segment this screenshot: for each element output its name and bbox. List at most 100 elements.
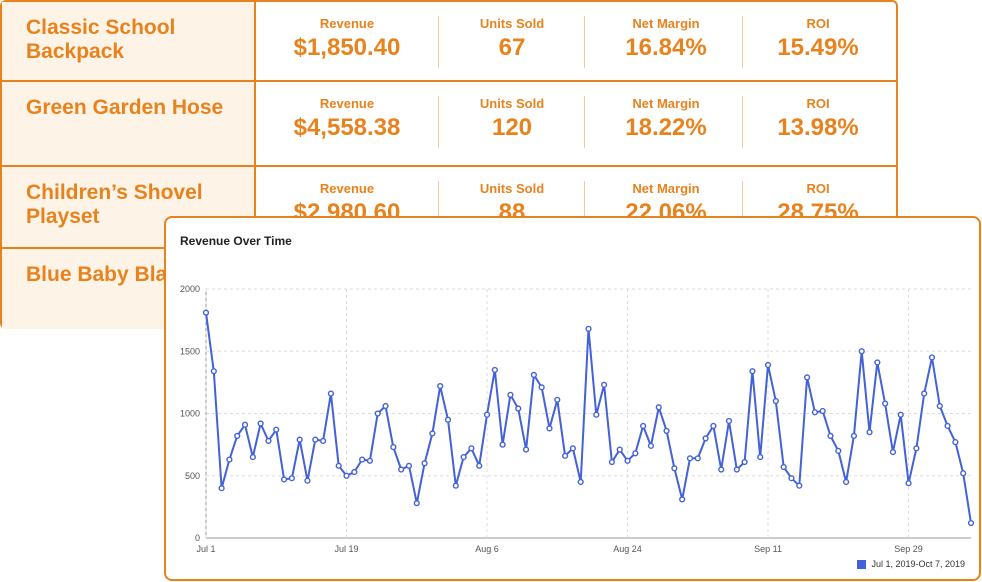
metric-cell: Revenue $4,558.38 xyxy=(267,82,427,165)
data-point xyxy=(967,519,975,527)
data-point xyxy=(624,457,631,464)
data-point xyxy=(913,445,920,452)
data-point xyxy=(850,432,858,440)
y-tick-label: 0 xyxy=(195,533,200,543)
metric-label: ROI xyxy=(806,181,830,196)
metric-divider xyxy=(742,181,743,233)
metric-label: Net Margin xyxy=(632,96,700,111)
data-point xyxy=(288,475,295,482)
data-point xyxy=(702,435,709,442)
metric-divider xyxy=(438,181,439,233)
data-point xyxy=(405,462,413,469)
product-row[interactable]: Green Garden Hose Revenue $4,558.38 Units S… xyxy=(2,82,896,167)
x-tick-label: Aug 24 xyxy=(613,544,642,554)
data-point xyxy=(374,410,381,417)
y-tick-label: 1500 xyxy=(180,346,200,356)
data-point xyxy=(601,381,608,388)
data-point xyxy=(351,468,358,476)
data-point xyxy=(515,405,522,412)
metric-cell: Net Margin 16.84% xyxy=(586,2,746,80)
data-point xyxy=(437,383,444,390)
data-point xyxy=(312,436,319,443)
data-point xyxy=(858,348,865,355)
data-point xyxy=(296,436,303,443)
data-point xyxy=(359,456,366,463)
data-point xyxy=(538,384,545,391)
data-point xyxy=(952,439,959,446)
data-point xyxy=(757,453,764,461)
data-point xyxy=(444,416,452,423)
data-point xyxy=(218,485,225,492)
data-point xyxy=(655,404,662,411)
data-point xyxy=(413,500,420,507)
data-point xyxy=(569,445,576,452)
metric-label: Net Margin xyxy=(632,16,700,31)
metric-label: Units Sold xyxy=(479,181,545,196)
data-point xyxy=(928,354,936,361)
product-table: Classic School Backpack Revenue $1,850.40 U… xyxy=(0,0,898,329)
data-point xyxy=(390,444,397,451)
x-tick-label: Jul 1 xyxy=(196,544,215,554)
data-point xyxy=(335,462,342,469)
data-point xyxy=(780,463,787,471)
data-point xyxy=(429,430,436,437)
chart-title: Revenue Over Time xyxy=(180,234,292,248)
metric-divider xyxy=(742,96,743,148)
data-point xyxy=(483,411,491,418)
data-point xyxy=(507,391,514,398)
metric-value: 16.84% xyxy=(625,34,707,61)
data-point xyxy=(499,441,506,448)
data-point xyxy=(647,442,655,449)
data-point xyxy=(811,409,818,416)
data-point xyxy=(843,478,850,486)
data-point xyxy=(803,374,811,381)
x-tick-label: Sep 11 xyxy=(754,544,782,554)
product-row[interactable]: Classic School Backpack Revenue $1,850.40 U… xyxy=(2,2,896,82)
product-name: Green Garden Hose xyxy=(2,82,256,165)
data-point xyxy=(936,402,943,410)
data-point xyxy=(241,421,249,428)
revenue-line-chart: 0 500 1000 1500 2000 Jul 1 Jul 19 Aug 6 Aug 24 Se… xyxy=(180,284,975,554)
metric-label: Revenue xyxy=(319,16,375,31)
data-point xyxy=(265,437,272,444)
data-point xyxy=(476,462,483,469)
product-name: Classic School Backpack xyxy=(2,2,256,80)
data-point xyxy=(249,453,256,461)
data-point xyxy=(710,422,717,430)
data-point xyxy=(226,456,233,463)
y-tick-label: 1000 xyxy=(180,409,200,419)
metric-divider xyxy=(742,16,743,68)
x-tick-label: Sep 29 xyxy=(894,544,923,554)
data-point xyxy=(686,455,694,462)
data-point xyxy=(663,427,670,435)
metric-cell: ROI 15.49% xyxy=(738,2,898,80)
legend-swatch xyxy=(857,559,867,569)
metric-value: 18.22% xyxy=(625,114,707,141)
metric-cell: Revenue $1,850.40 xyxy=(267,2,427,80)
data-point xyxy=(725,417,733,425)
data-point xyxy=(421,460,428,467)
data-point xyxy=(522,446,530,453)
data-point xyxy=(874,359,881,366)
data-point xyxy=(343,472,350,479)
metric-divider xyxy=(438,16,439,68)
data-point xyxy=(741,458,748,466)
metric-divider xyxy=(584,16,585,68)
data-point xyxy=(819,407,826,415)
data-point xyxy=(460,453,467,461)
data-point xyxy=(319,437,327,444)
data-point xyxy=(882,400,889,407)
data-point xyxy=(960,470,967,477)
data-point xyxy=(398,466,405,473)
legend-label: Jul 1, 2019-Oct 7, 2019 xyxy=(871,559,965,569)
metric-value: $4,558.38 xyxy=(293,114,401,141)
data-point xyxy=(468,445,475,452)
chart-legend[interactable]: Jul 1, 2019-Oct 7, 2019 xyxy=(857,559,965,569)
metric-value: $1,850.40 xyxy=(293,34,401,61)
data-point xyxy=(921,390,928,397)
metric-divider xyxy=(584,96,585,148)
data-point xyxy=(304,477,311,484)
y-tick-label: 500 xyxy=(185,471,200,481)
data-point xyxy=(905,480,912,487)
data-point xyxy=(889,448,897,456)
